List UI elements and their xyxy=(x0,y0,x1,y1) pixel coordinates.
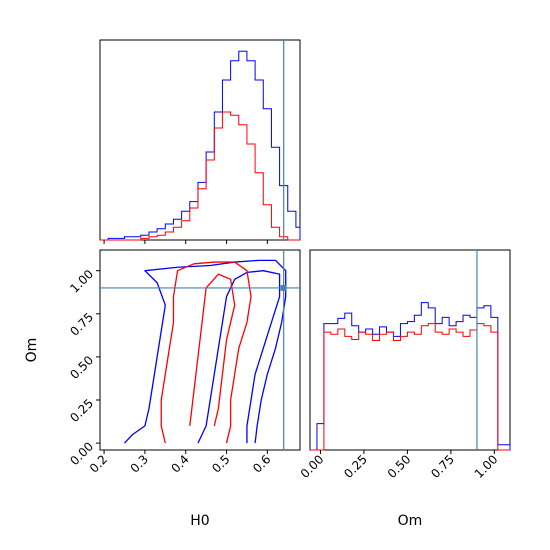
contour-truth-lines xyxy=(100,250,300,450)
contour-series_a-level-2 xyxy=(197,270,281,444)
h0-histogram-series xyxy=(100,50,301,241)
contour-series_b-level-2 xyxy=(189,273,236,427)
h0-hist-series_b-step xyxy=(100,111,300,241)
contour-truth-marker xyxy=(280,284,287,291)
contour-series_a-level-1 xyxy=(124,259,287,444)
om-histogram-x-label: Om xyxy=(398,513,423,529)
contour-series_b-level-1 xyxy=(160,261,252,444)
contour-y-label: Om xyxy=(24,338,40,363)
om-hist-series_b-step xyxy=(310,323,510,451)
contour-lines xyxy=(124,259,287,444)
contour-x-label: H0 xyxy=(190,513,209,529)
h0-histogram-x-ticks xyxy=(103,240,268,244)
panel-h0-histogram xyxy=(99,39,301,244)
h0-hist-series_a-step xyxy=(100,50,301,241)
